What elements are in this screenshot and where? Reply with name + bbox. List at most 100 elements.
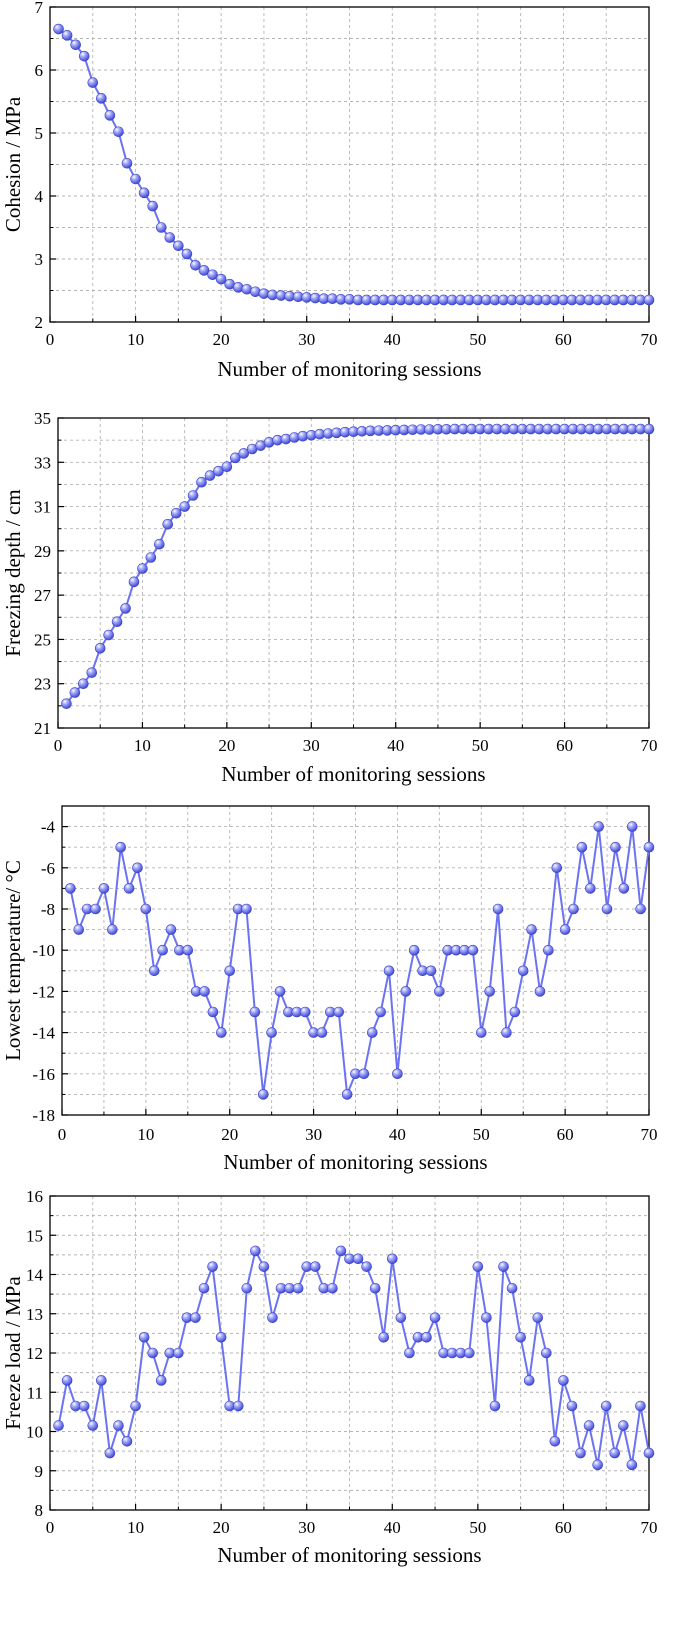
series-markers bbox=[61, 423, 655, 709]
data-point bbox=[145, 552, 157, 563]
y-tick-label: 14 bbox=[26, 1266, 44, 1285]
data-point bbox=[104, 1447, 116, 1459]
data-point bbox=[489, 1400, 501, 1412]
y-axis-label: Freeze load / MPa bbox=[1, 1276, 25, 1430]
y-axis-label: Lowest temperature/ °C bbox=[1, 860, 25, 1061]
data-point bbox=[593, 821, 604, 832]
data-point bbox=[575, 1447, 586, 1459]
data-point bbox=[147, 1347, 158, 1359]
data-point bbox=[140, 903, 152, 915]
data-point bbox=[467, 944, 479, 956]
data-point bbox=[179, 501, 190, 512]
data-point bbox=[549, 1436, 561, 1447]
y-tick-label: 13 bbox=[26, 1305, 43, 1324]
x-tick-label: 60 bbox=[557, 1125, 574, 1144]
data-point bbox=[610, 841, 621, 853]
data-point bbox=[600, 1400, 612, 1412]
data-point bbox=[558, 1375, 569, 1386]
data-point bbox=[299, 1006, 311, 1018]
x-tick-label: 0 bbox=[46, 1518, 55, 1537]
data-point bbox=[196, 476, 207, 488]
x-tick-label: 30 bbox=[298, 330, 315, 349]
data-point bbox=[53, 23, 64, 35]
data-point bbox=[190, 1312, 201, 1323]
data-point bbox=[154, 538, 165, 550]
y-axis-label: Freezing depth / cm bbox=[1, 489, 25, 656]
data-point bbox=[559, 924, 571, 935]
x-tick-label: 70 bbox=[641, 1518, 658, 1537]
data-point bbox=[250, 286, 261, 298]
x-tick-label: 20 bbox=[213, 1518, 230, 1537]
data-point bbox=[626, 821, 638, 832]
data-point bbox=[257, 1089, 269, 1100]
data-point bbox=[425, 965, 437, 977]
data-point bbox=[87, 77, 99, 88]
chart-panel-3: 0 10 20 30 40 50 60 70 -18 -16 -14 -12 -10 -8 -6 -4 Numb… bbox=[1, 805, 658, 1174]
x-tick-label: 10 bbox=[134, 736, 151, 755]
y-tick-label: 25 bbox=[34, 630, 51, 649]
series-line bbox=[65, 428, 649, 705]
data-point bbox=[592, 1459, 603, 1471]
y-tick-label: -8 bbox=[41, 900, 55, 919]
data-point bbox=[509, 1006, 521, 1018]
y-tick-label: 6 bbox=[35, 61, 44, 80]
data-point bbox=[635, 903, 646, 915]
data-point bbox=[232, 1400, 244, 1412]
y-tick-label: 4 bbox=[35, 187, 44, 206]
data-point bbox=[583, 1420, 595, 1431]
x-tick-label: 30 bbox=[298, 1518, 315, 1537]
data-point bbox=[316, 1027, 328, 1038]
data-point bbox=[148, 965, 160, 977]
data-point bbox=[408, 944, 420, 956]
data-point bbox=[113, 126, 124, 138]
data-point bbox=[366, 1027, 378, 1038]
x-tick-label: 70 bbox=[641, 736, 658, 755]
x-axis-label: Number of monitoring sessions bbox=[217, 357, 481, 381]
data-point bbox=[643, 294, 655, 306]
data-point bbox=[61, 1375, 73, 1386]
data-point bbox=[618, 1420, 629, 1431]
series-markers bbox=[53, 23, 655, 306]
data-point bbox=[121, 157, 133, 169]
data-point bbox=[352, 1253, 364, 1265]
data-point bbox=[517, 965, 529, 977]
data-point bbox=[358, 1068, 370, 1080]
x-tick-label: 60 bbox=[555, 1518, 572, 1537]
grid bbox=[58, 418, 649, 728]
data-point bbox=[643, 841, 655, 853]
data-point bbox=[199, 986, 210, 997]
y-tick-label: 33 bbox=[34, 453, 51, 472]
y-tick-label: 11 bbox=[27, 1383, 43, 1402]
data-point bbox=[635, 1400, 646, 1412]
y-tick-label: -10 bbox=[32, 941, 55, 960]
data-point bbox=[53, 1420, 64, 1431]
x-tick-label: 0 bbox=[58, 1125, 67, 1144]
data-point bbox=[369, 1282, 381, 1294]
data-point bbox=[618, 883, 630, 894]
data-point bbox=[78, 678, 89, 690]
x-tick-label: 0 bbox=[46, 330, 55, 349]
x-tick-label: 70 bbox=[641, 330, 658, 349]
data-point bbox=[481, 1312, 492, 1323]
x-tick-label: 10 bbox=[137, 1125, 154, 1144]
data-point bbox=[566, 1400, 578, 1412]
data-point bbox=[404, 1347, 415, 1359]
data-point bbox=[492, 903, 504, 915]
data-point bbox=[472, 1261, 484, 1272]
data-point bbox=[107, 924, 118, 935]
data-point bbox=[250, 1245, 261, 1257]
data-point bbox=[207, 1261, 218, 1272]
x-tick-label: 40 bbox=[384, 330, 401, 349]
x-tick-label: 40 bbox=[384, 1518, 401, 1537]
grid bbox=[50, 7, 649, 322]
x-tick-label: 30 bbox=[305, 1125, 322, 1144]
data-point bbox=[70, 39, 81, 51]
data-point bbox=[498, 1261, 509, 1272]
data-point bbox=[400, 986, 412, 997]
y-tick-label: 3 bbox=[35, 250, 44, 269]
data-point bbox=[501, 1027, 512, 1038]
x-tick-label: 40 bbox=[389, 1125, 406, 1144]
x-tick-label: 0 bbox=[54, 736, 63, 755]
data-point bbox=[258, 1261, 270, 1272]
data-point bbox=[130, 1400, 141, 1412]
